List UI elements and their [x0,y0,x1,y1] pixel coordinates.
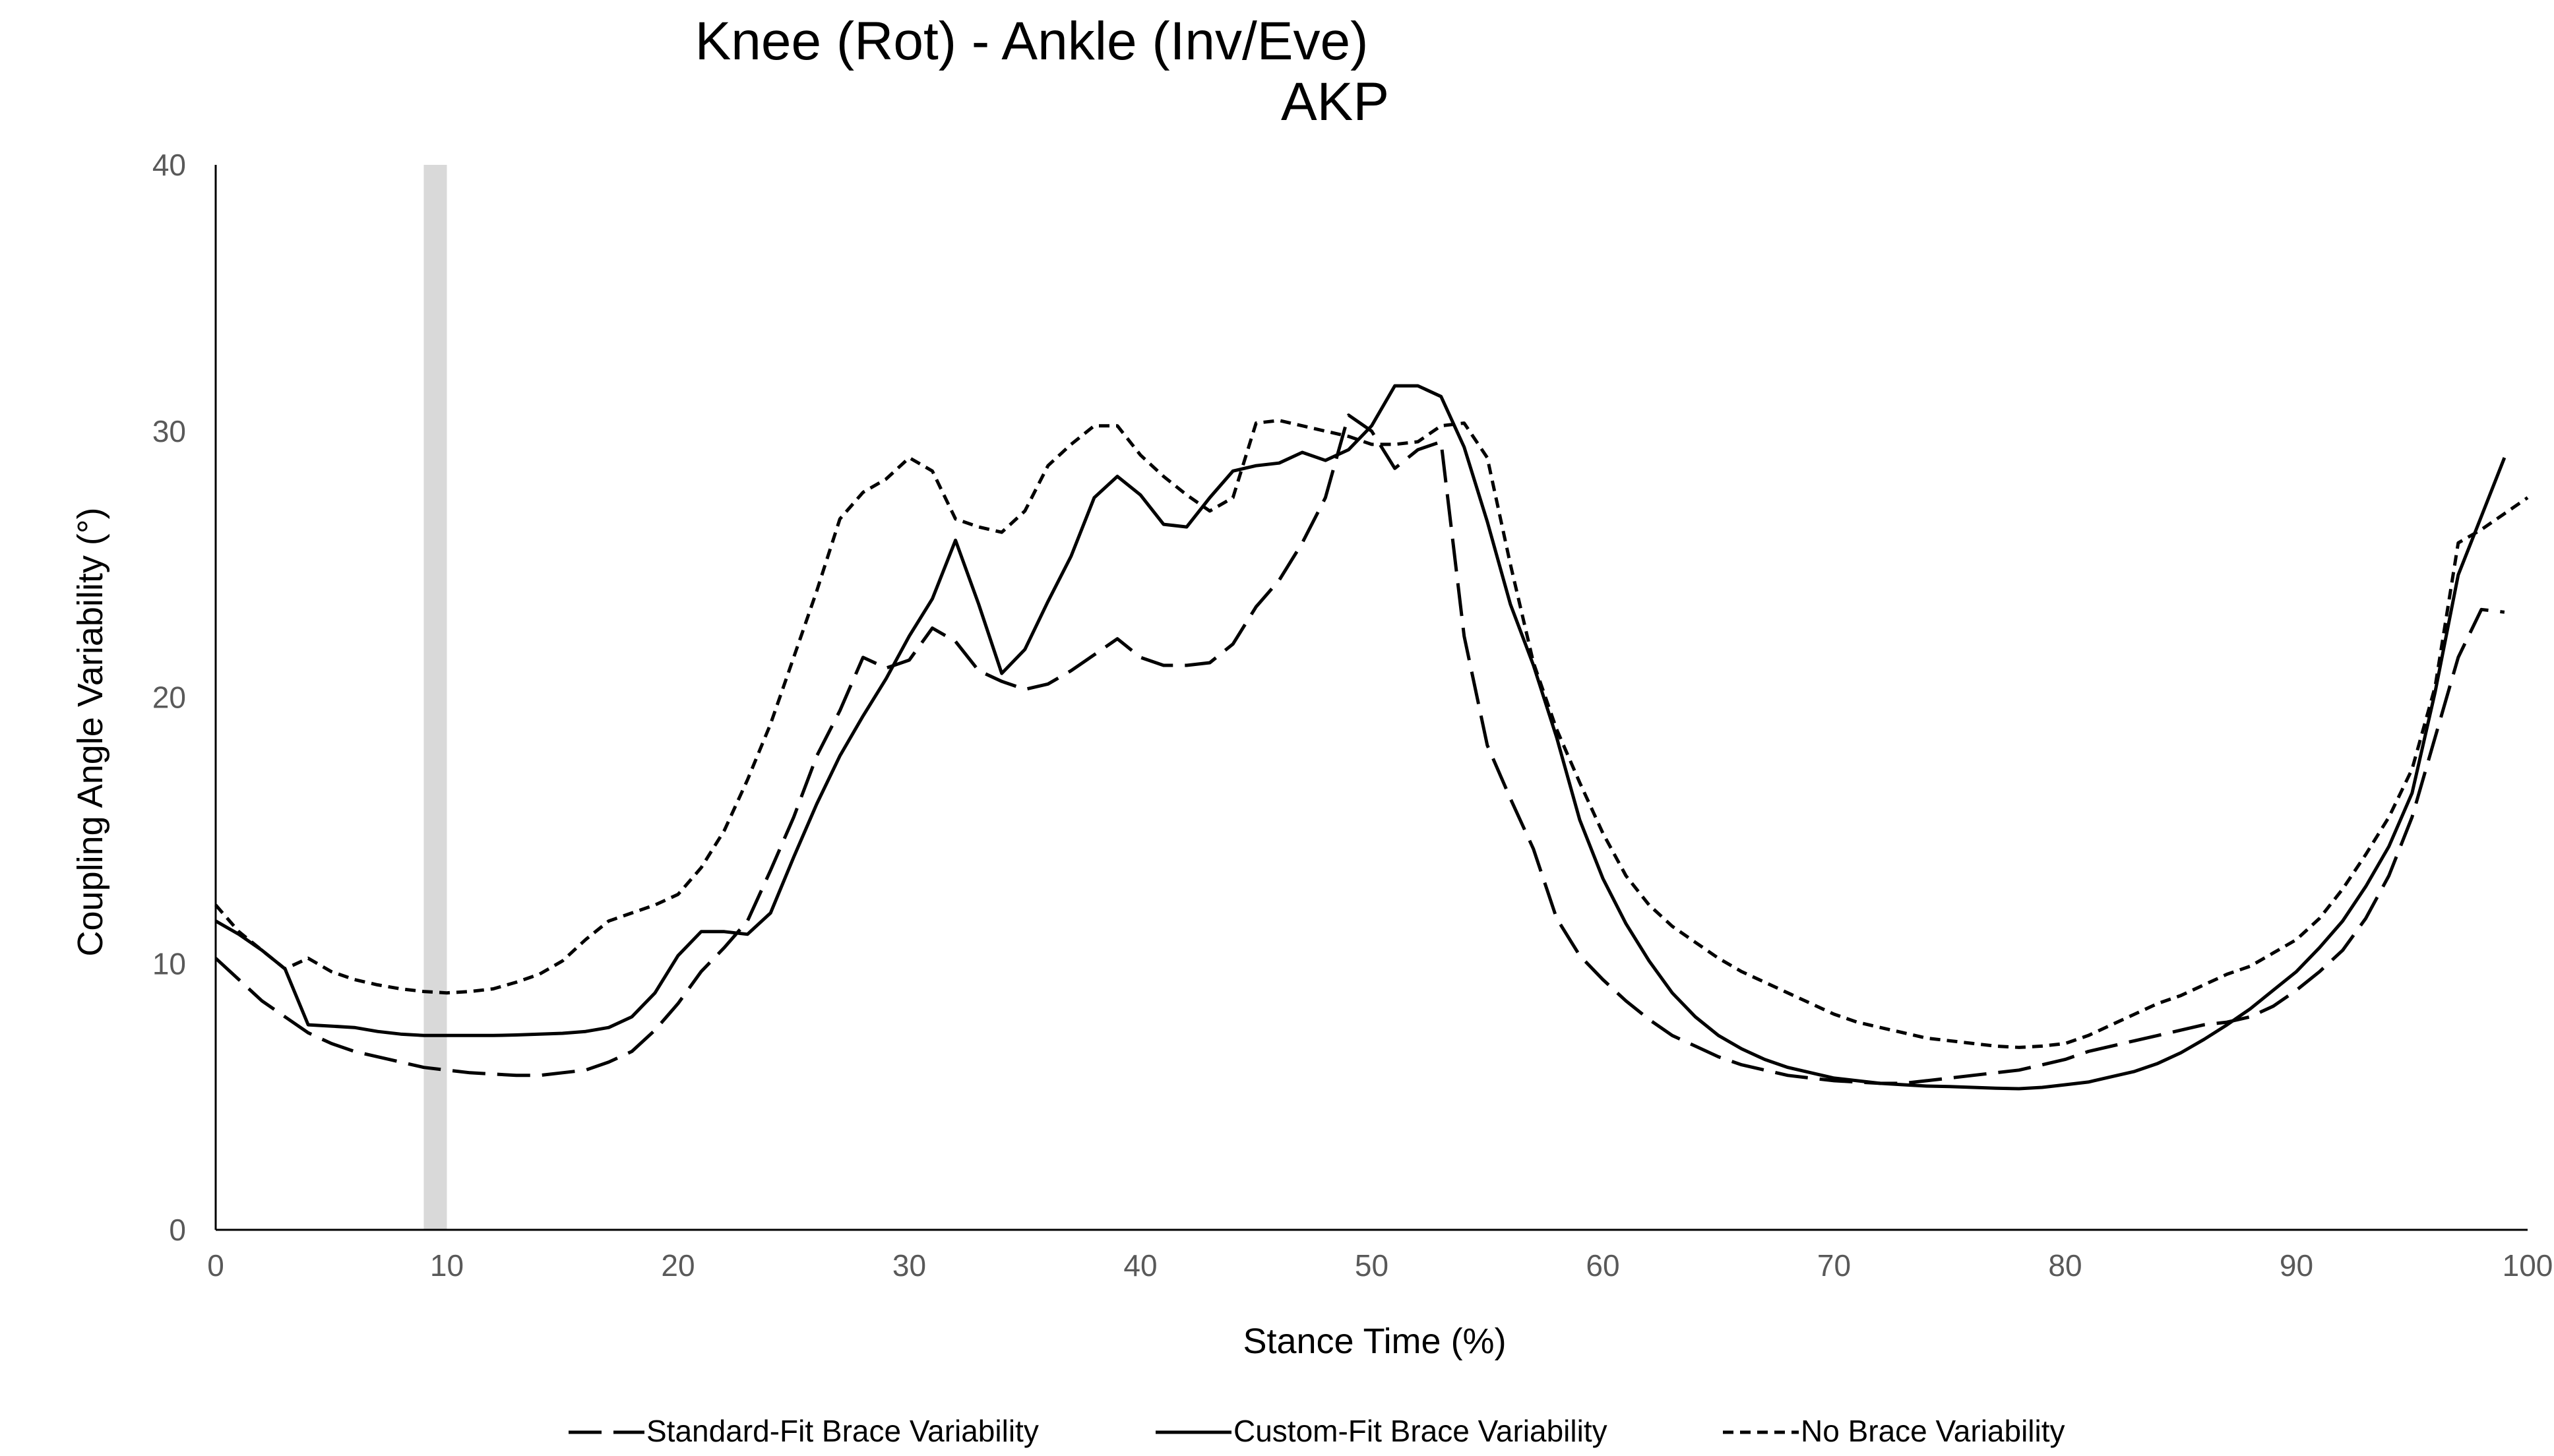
series-layer [214,384,2529,1091]
series-line-3 [214,419,2529,1049]
chart-subtitle: AKP [1281,72,1389,132]
x-tick-label: 40 [1123,1248,1157,1283]
x-tick-label: 0 [207,1248,224,1283]
x-tick-label: 100 [2503,1248,2553,1283]
x-tick-label: 90 [2280,1248,2313,1283]
y-axis-label: Coupling Angle Variability (°) [71,508,110,957]
x-tick-label: 50 [1355,1248,1388,1283]
highlight-band [423,165,447,1230]
x-tick-label: 30 [892,1248,926,1283]
series-line-2 [214,384,2507,1091]
x-tick-label: 10 [430,1248,464,1283]
x-tick-label: 80 [2048,1248,2082,1283]
y-tick-label: 20 [152,681,186,715]
highlight-band-layer [423,165,447,1230]
x-tick-label: 70 [1817,1248,1851,1283]
tick-labels: 0 10 20 30 40 50 60 70 80 90 100 0 10 20 30 40 [152,148,2553,1283]
legend-label-3: No Brace Variability [1801,1414,2065,1448]
chart-title: Knee (Rot) - Ankle (Inv/Eve) [695,11,1369,71]
series-line-1 [214,413,2505,1085]
legend: Standard-Fit Brace Variability Custom-Fit… [569,1414,2065,1448]
x-tick-label: 20 [661,1248,695,1283]
y-tick-label: 40 [152,148,186,182]
axes [214,165,2528,1231]
legend-label-1: Standard-Fit Brace Variability [646,1414,1039,1448]
y-tick-label: 10 [152,946,186,981]
x-axis-label: Stance Time (%) [1243,1321,1506,1361]
y-tick-label: 30 [152,414,186,448]
x-tick-label: 60 [1586,1248,1619,1283]
y-tick-label: 0 [169,1213,186,1247]
legend-label-2: Custom-Fit Brace Variability [1233,1414,1607,1448]
